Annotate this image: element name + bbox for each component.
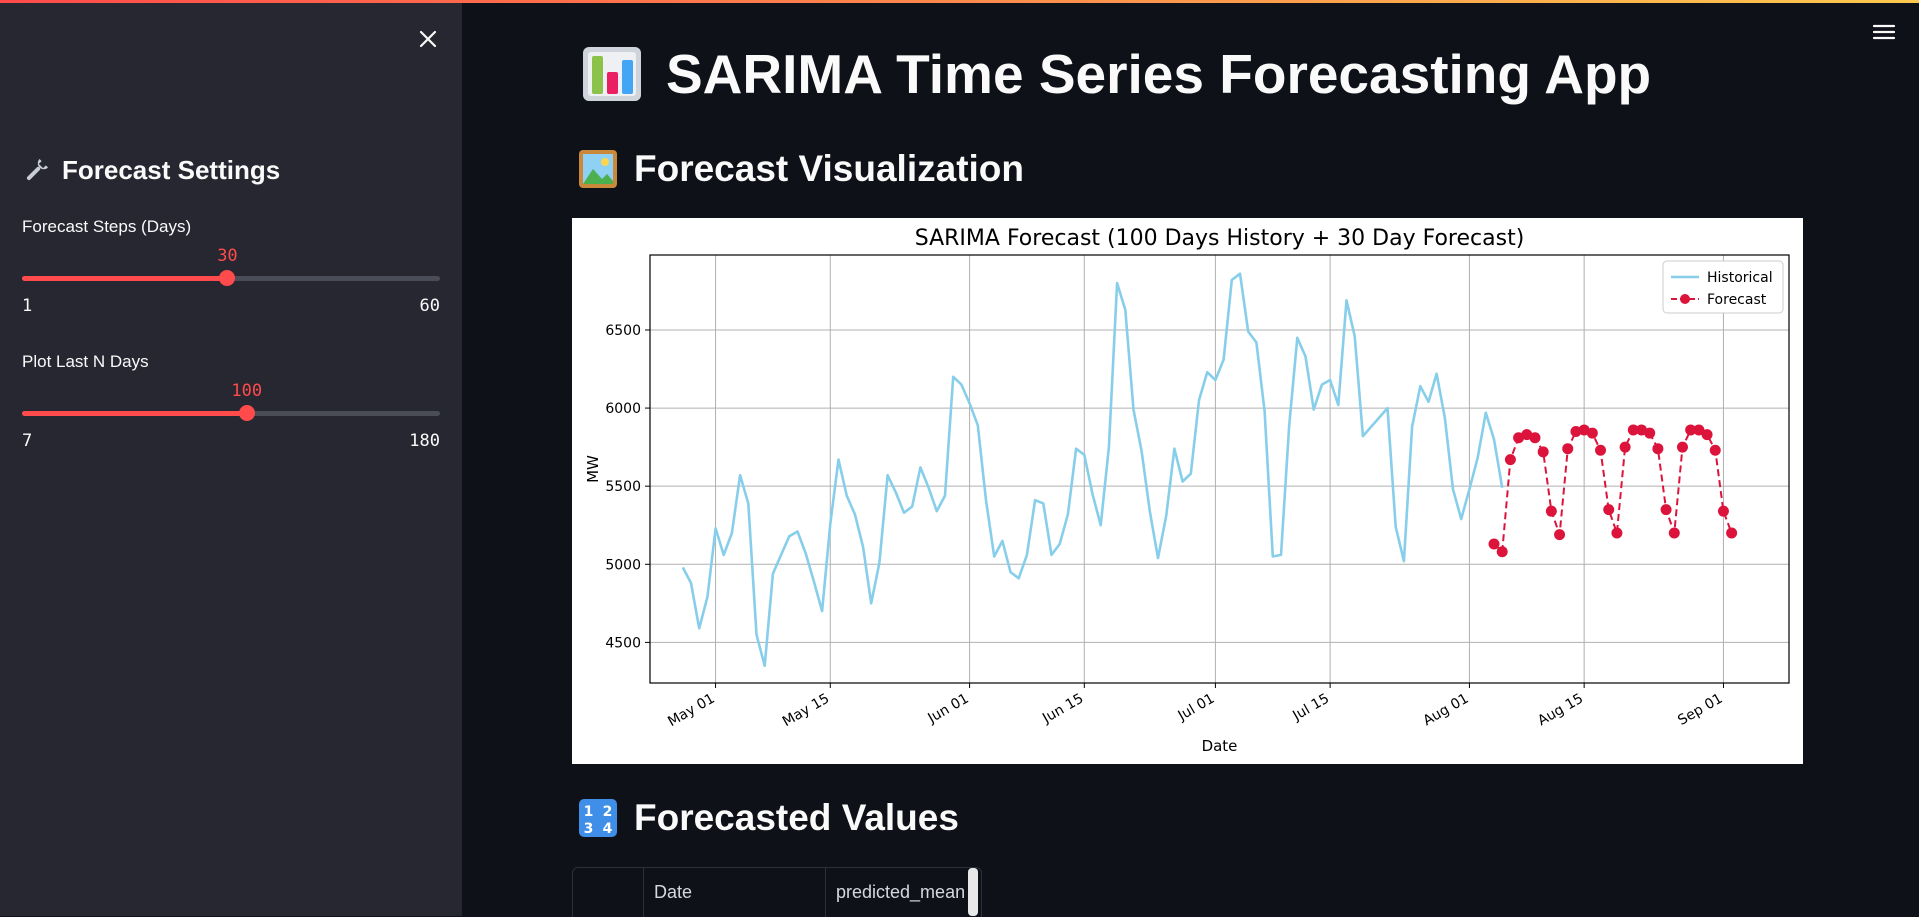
svg-text:1: 1 bbox=[584, 804, 594, 820]
x-tick-label: Jul 15 bbox=[1289, 691, 1332, 725]
close-icon bbox=[419, 30, 437, 48]
legend-label: Historical bbox=[1707, 270, 1773, 286]
y-tick-label: 5500 bbox=[605, 479, 641, 495]
x-tick-label: May 15 bbox=[780, 691, 832, 730]
svg-text:3: 3 bbox=[584, 821, 594, 837]
section-title: Forecasted Values bbox=[634, 797, 959, 838]
forecast-chart: 4500 5000 5500 6000 6500 May 01 May 15 Jun 01 Ju… bbox=[584, 226, 1790, 755]
forecast-point bbox=[1611, 527, 1623, 539]
forecast-point bbox=[1603, 504, 1615, 516]
y-tick-label: 6500 bbox=[605, 323, 641, 339]
slider-thumb[interactable] bbox=[219, 270, 236, 286]
top-decoration-bar bbox=[0, 0, 1919, 3]
slider-max: 180 bbox=[409, 431, 440, 451]
forecast-point bbox=[1504, 454, 1516, 466]
legend-label: Forecast bbox=[1707, 292, 1767, 308]
x-tick-label: Sep 01 bbox=[1675, 691, 1725, 729]
date-column-header[interactable]: Date bbox=[643, 868, 825, 917]
forecast-steps-slider[interactable]: 30 1 60 bbox=[22, 246, 440, 316]
series-line-historical bbox=[681, 272, 1504, 668]
x-tick-label: Jun 01 bbox=[924, 691, 971, 727]
slider-value: 100 bbox=[231, 381, 263, 401]
plot-last-n-days-label: Plot Last N Days bbox=[22, 352, 149, 371]
forecast-point bbox=[1595, 444, 1607, 456]
legend-marker bbox=[1680, 294, 1690, 304]
forecast-point bbox=[1537, 446, 1549, 458]
forecast-point bbox=[1726, 527, 1738, 539]
forecast-visualization-header: Forecast Visualization bbox=[578, 148, 1024, 190]
forecast-chart-image: 4500 5000 5500 6000 6500 May 01 May 15 Jun 01 Ju… bbox=[572, 218, 1803, 764]
forecast-point bbox=[1562, 443, 1574, 455]
page-title: SARIMA Time Series Forecasting App bbox=[582, 42, 1651, 106]
forecast-point bbox=[1717, 505, 1729, 517]
section-title: Forecast Visualization bbox=[634, 148, 1024, 189]
x-tick-label: Jul 01 bbox=[1175, 691, 1218, 725]
forecast-point bbox=[1529, 432, 1541, 444]
forecast-point bbox=[1676, 441, 1688, 453]
slider-min: 7 bbox=[22, 431, 33, 451]
sidebar: Forecast Settings Forecast Steps (Days) … bbox=[0, 3, 462, 916]
x-axis-label: Date bbox=[1202, 737, 1238, 755]
forecast-point bbox=[1488, 538, 1500, 550]
svg-text:2: 2 bbox=[603, 804, 613, 820]
forecast-point bbox=[1660, 504, 1672, 516]
y-axis-label: MW bbox=[584, 455, 602, 483]
slider-fill bbox=[22, 276, 228, 281]
sidebar-header: Forecast Settings bbox=[22, 155, 280, 186]
forecast-point bbox=[1685, 424, 1697, 436]
slider-thumb[interactable] bbox=[238, 405, 255, 421]
chart-title: SARIMA Forecast (100 Days History + 30 D… bbox=[915, 226, 1525, 251]
forecast-point bbox=[1570, 426, 1582, 438]
index-column-header[interactable] bbox=[573, 868, 643, 917]
x-tick-label: Aug 01 bbox=[1420, 691, 1471, 730]
wrench-icon bbox=[26, 158, 49, 180]
main-menu-icon[interactable] bbox=[1872, 22, 1896, 42]
sidebar-header-text: Forecast Settings bbox=[62, 155, 281, 185]
x-tick-label: May 01 bbox=[665, 691, 717, 730]
forecast-point bbox=[1644, 427, 1656, 439]
close-sidebar-button[interactable] bbox=[412, 23, 444, 55]
forecast-point bbox=[1652, 443, 1664, 455]
x-tick-label: Jun 15 bbox=[1039, 691, 1086, 727]
table-scrollbar[interactable] bbox=[968, 868, 978, 916]
y-tick-label: 6000 bbox=[605, 401, 641, 417]
forecast-point bbox=[1668, 527, 1680, 539]
forecast-table[interactable]: Date predicted_mean bbox=[572, 867, 982, 917]
slider-max: 60 bbox=[419, 296, 440, 316]
slider-fill bbox=[22, 411, 247, 416]
slider-value: 30 bbox=[217, 246, 238, 266]
slider-min: 1 bbox=[22, 296, 33, 316]
forecast-point bbox=[1709, 444, 1721, 456]
forecasted-values-header: 1 2 3 4 Forecasted Values bbox=[578, 797, 959, 839]
input-numbers-icon: 1 2 3 4 bbox=[579, 799, 617, 837]
framed-picture-icon bbox=[579, 150, 617, 188]
y-tick-label: 4500 bbox=[605, 635, 641, 651]
forecast-point bbox=[1586, 427, 1598, 439]
plot-frame bbox=[649, 254, 1790, 684]
predicted-mean-column-header[interactable]: predicted_mean bbox=[825, 868, 971, 917]
y-tick-label: 5000 bbox=[605, 557, 641, 573]
forecast-point bbox=[1693, 424, 1705, 436]
forecast-point bbox=[1496, 546, 1508, 558]
forecast-point bbox=[1619, 441, 1631, 453]
forecast-point bbox=[1701, 429, 1713, 441]
forecast-point bbox=[1627, 424, 1639, 436]
x-tick-label: Aug 15 bbox=[1535, 691, 1586, 730]
forecast-steps-label: Forecast Steps (Days) bbox=[22, 217, 192, 236]
svg-text:4: 4 bbox=[603, 821, 613, 837]
forecast-point bbox=[1545, 505, 1557, 517]
bar-chart-emoji-icon bbox=[583, 47, 641, 101]
forecast-point bbox=[1554, 529, 1566, 541]
page-title-text: SARIMA Time Series Forecasting App bbox=[666, 43, 1652, 105]
plot-last-n-days-slider[interactable]: 100 7 180 bbox=[22, 381, 440, 451]
